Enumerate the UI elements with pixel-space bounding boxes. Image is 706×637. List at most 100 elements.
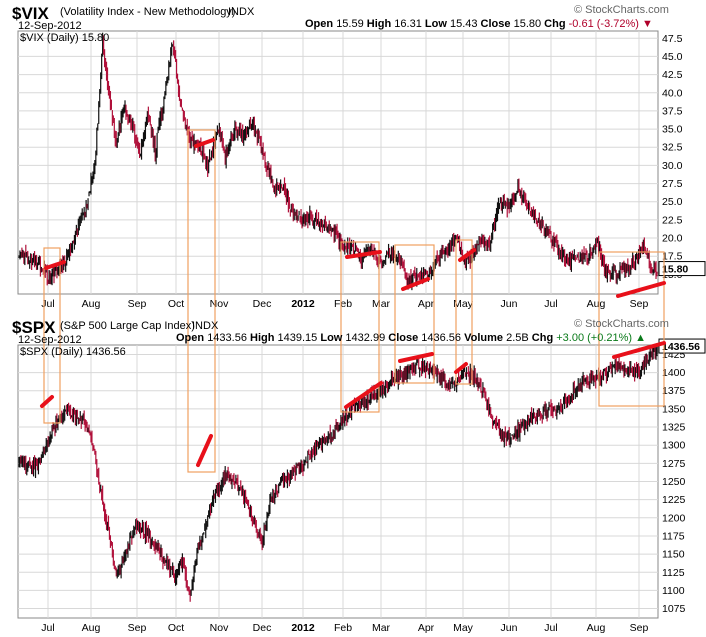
trend-marker	[398, 352, 434, 363]
spx-low: 1432.99	[345, 332, 386, 344]
vix-x-tick-label: Mar	[372, 298, 391, 310]
vix-y-tick-label: 27.5	[662, 178, 683, 190]
vix-high-label: High	[366, 18, 392, 30]
spx-x-tick-label: Jul	[544, 622, 557, 634]
spx-x-tick-label: May	[453, 622, 474, 634]
vix-open-label: Open	[305, 18, 334, 30]
vix-down-arrow-icon: ▼	[642, 18, 653, 30]
spx-date: 12-Sep-2012	[18, 334, 82, 346]
spx-up-arrow-icon: ▲	[635, 332, 647, 344]
vix-high: 16.31	[394, 18, 422, 30]
vix-x-tick-label: Apr	[418, 298, 435, 310]
vix-watermark: © StockCharts.com	[574, 4, 669, 16]
spx-ohlc: Open 1433.56 High 1439.15 Low 1432.99 Cl…	[176, 332, 646, 344]
trend-marker	[194, 138, 215, 148]
spx-x-tick-label: Sep	[630, 622, 649, 634]
spx-y-tick-label: 1175	[662, 530, 685, 542]
spx-x-tick-label: Aug	[587, 622, 606, 634]
vix-y-tick-label: 22.5	[662, 214, 683, 226]
vix-x-tick-label: Jun	[501, 298, 518, 310]
vix-y-tick-label: 25.0	[662, 196, 683, 208]
spx-exchange: INDX	[192, 320, 219, 332]
spx-price-bars	[18, 345, 658, 602]
annotation-box	[187, 129, 216, 473]
spx-y-tick-label: 1375	[662, 385, 686, 397]
trend-marker	[40, 395, 54, 408]
spx-y-tick-label: 1075	[662, 603, 686, 615]
trend-marker	[616, 281, 666, 298]
vix-date: 12-Sep-2012	[18, 20, 82, 32]
spx-y-tick-label: 1125	[662, 567, 685, 579]
vix-x-tick-label: Jul	[544, 298, 557, 310]
vix-y-tick-label: 40.0	[662, 87, 683, 99]
annotation-box	[43, 247, 61, 424]
trend-marker	[401, 277, 430, 291]
vix-chg-label: Chg	[544, 18, 566, 30]
spx-y-tick-label: 1275	[662, 458, 686, 470]
spx-x-tick-label: Jun	[501, 622, 518, 634]
vix-chg: -0.61 (-3.72%)	[568, 18, 639, 30]
trend-marker	[344, 381, 383, 409]
spx-chg: +3.00 (+0.21%)	[556, 332, 633, 344]
trend-marker	[196, 434, 213, 467]
trend-marker	[458, 248, 476, 262]
vix-x-tick-label: Oct	[168, 298, 184, 310]
spx-volume: 2.5B	[506, 332, 529, 344]
vix-close-label: Close	[480, 18, 511, 30]
spx-y-tick-label: 1250	[662, 476, 686, 488]
vix-open: 15.59	[336, 18, 364, 30]
spx-x-tick-label: Apr	[418, 622, 435, 634]
vix-close: 15.80	[513, 18, 542, 30]
vix-legend: $VIX (Daily) 15.80	[20, 32, 110, 44]
vix-y-tick-label: 20.0	[662, 233, 683, 245]
vix-x-tick-label: Sep	[128, 298, 147, 310]
vix-x-tick-label: Aug	[587, 298, 606, 310]
vix-x-tick-label: Aug	[82, 298, 101, 310]
trend-marker	[345, 250, 382, 259]
vix-last-value-box	[658, 261, 706, 277]
annotation-box	[598, 251, 665, 407]
trend-marker	[44, 260, 66, 270]
vix-x-tick-label: Nov	[210, 298, 229, 310]
vix-y-tick-label: 17.5	[662, 251, 683, 263]
spx-name: (S&P 500 Large Cap Index)	[60, 320, 195, 332]
vix-y-tick-label: 30.0	[662, 160, 683, 172]
spx-high-label: High	[250, 332, 275, 344]
spx-y-tick-label: 1350	[662, 403, 686, 415]
spx-y-tick-label: 1150	[662, 549, 685, 561]
vix-name: (Volatility Index - New Methodology)	[60, 6, 236, 18]
spx-symbol: $SPX	[12, 318, 56, 337]
vix-x-tick-label: Sep	[630, 298, 649, 310]
vix-low-label: Low	[424, 18, 447, 30]
spx-close: 1436.56	[421, 332, 462, 344]
annotation-box	[455, 239, 473, 385]
spx-x-tick-label: Feb	[334, 622, 352, 634]
spx-y-tick-label: 1325	[662, 422, 686, 434]
spx-chg-label: Chg	[531, 332, 554, 344]
spx-last-value-label: 1436.56	[662, 341, 700, 353]
vix-y-tick-label: 42.5	[662, 69, 683, 81]
spx-x-tick-label: Mar	[372, 622, 391, 634]
vix-y-tick-label: 45.0	[662, 51, 683, 63]
vix-y-tick-label: 32.5	[662, 142, 683, 154]
spx-open: 1433.56	[207, 332, 247, 344]
spx-y-tick-label: 1225	[662, 494, 686, 506]
vix-low: 15.43	[449, 18, 478, 30]
vix-x-tick-label: Jul	[41, 298, 54, 310]
spx-legend: $SPX (Daily) 1436.56	[20, 346, 126, 358]
spx-close-label: Close	[388, 332, 419, 344]
spx-x-tick-label: Oct	[168, 622, 184, 634]
spx-x-tick-label: Sep	[128, 622, 147, 634]
spx-y-tick-label: 1400	[662, 367, 686, 379]
vix-y-tick-label: 47.5	[662, 33, 683, 45]
spx-x-tick-label: 2012	[291, 622, 315, 634]
trend-marker	[612, 341, 666, 359]
vix-y-tick-label: 37.5	[662, 105, 683, 117]
vix-symbol: $VIX	[12, 4, 49, 23]
spx-x-tick-label: Nov	[210, 622, 229, 634]
vix-x-tick-label: 2012	[291, 298, 315, 310]
annotation-box	[394, 244, 435, 384]
spx-y-tick-label: 1100	[662, 585, 685, 597]
vix-x-tick-label: Feb	[334, 298, 352, 310]
